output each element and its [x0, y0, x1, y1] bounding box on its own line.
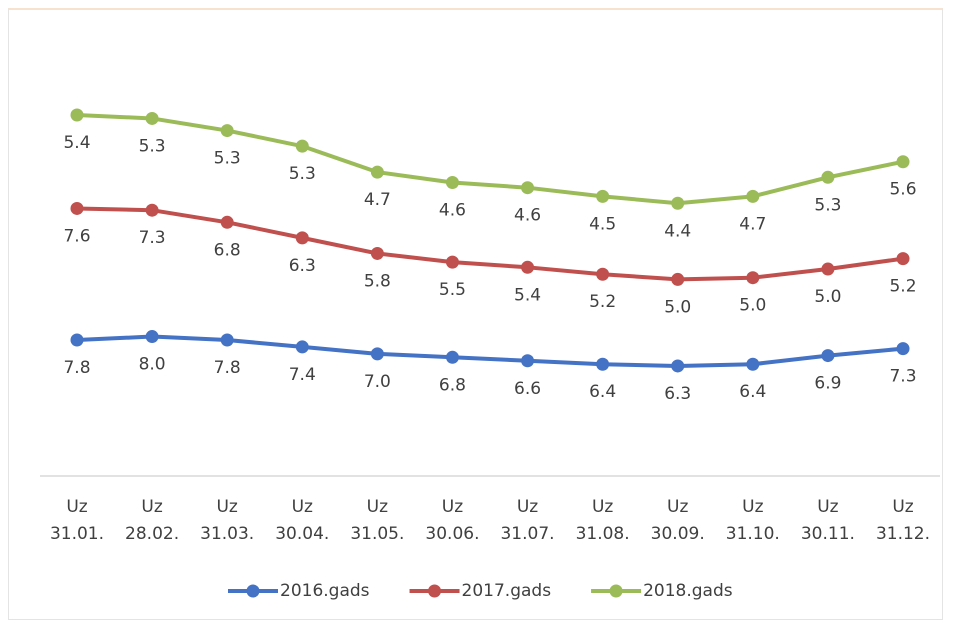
data-label: 4.7	[364, 190, 391, 210]
marker	[746, 271, 760, 285]
data-label: 6.8	[439, 375, 466, 395]
data-label: 7.3	[889, 367, 916, 387]
data-label: 7.4	[289, 365, 316, 385]
marker	[220, 215, 234, 229]
data-label: 5.6	[889, 180, 916, 200]
data-label: 4.4	[664, 221, 691, 241]
x-tick-label: Uz 31.01.	[49, 497, 105, 544]
legend-marker	[609, 584, 623, 598]
x-tick-label: Uz 30.09.	[650, 497, 705, 544]
data-label: 5.4	[63, 133, 90, 153]
legend-label: 2018.gads	[643, 581, 733, 601]
data-label: 4.7	[739, 214, 766, 234]
data-label: 5.3	[289, 164, 316, 184]
x-tick-label: Uz 31.12.	[875, 497, 931, 544]
x-tick-label: Uz 31.08.	[575, 497, 630, 544]
x-tick-label: Uz 28.02.	[125, 497, 180, 544]
marker	[295, 139, 309, 153]
marker	[896, 252, 910, 266]
legend-label: 2017.gads	[462, 581, 552, 601]
marker	[896, 342, 910, 356]
data-label: 5.0	[739, 296, 766, 316]
data-label: 5.8	[364, 271, 391, 291]
data-label: 5.2	[889, 277, 916, 297]
data-label: 5.5	[439, 280, 466, 300]
marker	[295, 340, 309, 354]
marker	[295, 231, 309, 245]
legend-marker	[428, 584, 442, 598]
data-label: 6.4	[739, 382, 766, 402]
data-label: 7.8	[214, 358, 241, 378]
data-label: 4.6	[439, 201, 466, 221]
x-tick-label: Uz 31.03.	[200, 497, 255, 544]
marker	[821, 170, 835, 184]
data-label: 5.4	[514, 285, 541, 305]
data-label: 5.3	[214, 149, 241, 169]
data-label: 5.3	[814, 195, 841, 215]
marker	[145, 203, 159, 217]
data-label: 7.8	[63, 358, 90, 378]
marker	[746, 357, 760, 371]
marker	[370, 165, 384, 179]
data-label: 7.0	[364, 372, 391, 392]
marker	[70, 108, 84, 122]
marker	[145, 111, 159, 125]
data-label: 6.6	[514, 379, 541, 399]
data-label: 6.4	[589, 382, 616, 402]
marker	[671, 359, 685, 373]
x-tick-label: Uz 30.04.	[275, 497, 330, 544]
data-label: 6.8	[214, 240, 241, 260]
x-tick-label: Uz 31.05.	[350, 497, 405, 544]
marker	[445, 176, 459, 189]
marker	[521, 354, 535, 368]
marker	[220, 333, 234, 347]
marker	[220, 124, 234, 138]
series-line	[76, 334, 904, 368]
data-label: 7.3	[139, 228, 166, 248]
marker	[370, 246, 384, 260]
x-tick-label: Uz 31.10.	[725, 497, 780, 544]
data-label: 5.0	[664, 297, 691, 317]
legend-marker	[246, 584, 260, 598]
x-tick-label: Uz 30.06.	[425, 497, 480, 544]
legend-label: 2016.gads	[280, 581, 370, 601]
data-label: 6.9	[814, 374, 841, 394]
data-label: 7.6	[63, 226, 90, 246]
data-label: 6.3	[289, 256, 316, 276]
marker	[821, 349, 835, 363]
data-label: 8.0	[139, 355, 166, 375]
marker	[596, 267, 610, 281]
data-label: 5.0	[814, 287, 841, 307]
marker	[596, 189, 610, 203]
chart-frame	[8, 8, 943, 620]
marker	[521, 181, 535, 195]
series-line	[76, 113, 904, 206]
data-label: 4.6	[514, 206, 541, 226]
x-tick-label: Uz 31.07.	[500, 497, 555, 544]
x-tick-label: Uz 30.11.	[800, 497, 855, 544]
marker	[445, 350, 459, 364]
marker	[671, 272, 685, 286]
series-line	[76, 206, 904, 282]
data-label: 5.3	[139, 136, 166, 156]
marker	[145, 330, 159, 344]
marker	[821, 262, 835, 276]
marker	[896, 155, 910, 169]
data-label: 4.5	[589, 214, 616, 234]
marker	[370, 347, 384, 361]
marker	[671, 196, 685, 210]
marker	[70, 333, 84, 347]
data-label: 5.2	[589, 292, 616, 312]
marker	[521, 260, 535, 274]
marker	[746, 189, 760, 203]
marker	[70, 201, 84, 215]
data-label: 6.3	[664, 384, 691, 404]
marker	[596, 357, 610, 371]
marker	[445, 255, 459, 269]
